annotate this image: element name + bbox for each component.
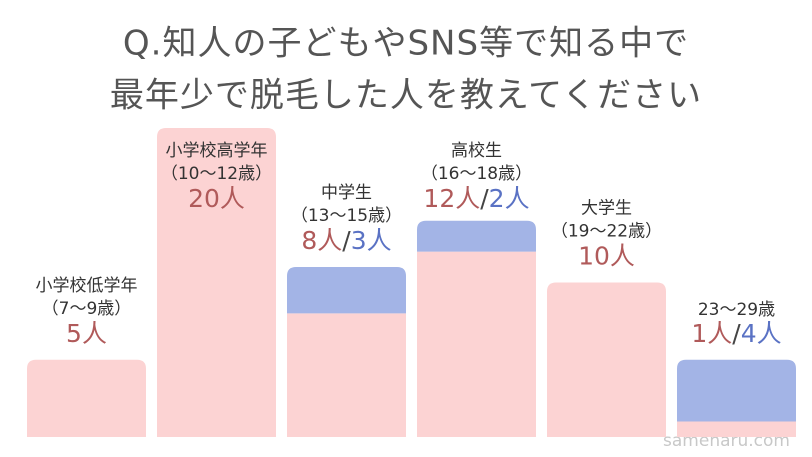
category-note: （13〜15歳） <box>291 206 402 226</box>
chart-title: 最年少で脱毛した人を教えてください <box>110 76 702 116</box>
bar-segment <box>287 313 406 437</box>
bar-segment <box>27 359 146 437</box>
category-label: 23〜29歳 <box>698 300 775 320</box>
value-label: 12人 <box>423 184 480 213</box>
category-note: （10〜12歳） <box>161 164 272 184</box>
bar-segment <box>417 220 536 252</box>
chart-title: Q.知人の子どもやSNS等で知る中で <box>123 24 689 64</box>
category-label: 高校生 <box>451 141 502 161</box>
category-note: （16〜18歳） <box>421 164 532 184</box>
separator: / <box>732 319 741 348</box>
value-label: 20人 <box>188 184 245 213</box>
bar-segment <box>677 359 796 422</box>
value-label: 12人/2人 <box>423 184 529 213</box>
value-label: 8人 <box>301 226 342 255</box>
value-label: 2人 <box>489 184 530 213</box>
value-label: 5人 <box>66 319 107 348</box>
value-label: 10人 <box>578 242 635 271</box>
bar-segment <box>677 421 796 437</box>
value-label: 8人/3人 <box>301 226 391 255</box>
value-label: 3人 <box>351 226 392 255</box>
value-label: 5人 <box>66 319 107 348</box>
bar-segment <box>417 251 536 437</box>
value-label: 20人 <box>188 184 245 213</box>
value-label: 10人 <box>578 242 635 271</box>
bar-segment <box>547 282 666 437</box>
category-label: 小学校高学年 <box>166 141 268 161</box>
category-label: 中学生 <box>321 183 372 203</box>
category-note: （19〜22歳） <box>551 222 662 242</box>
category-label: 大学生 <box>581 199 632 219</box>
category-label: 小学校低学年 <box>36 276 138 296</box>
value-label: 1人/4人 <box>691 319 781 348</box>
separator: / <box>480 184 489 213</box>
value-label: 4人 <box>741 319 782 348</box>
bar-segment <box>157 128 276 437</box>
category-note: （7〜9歳） <box>42 299 132 319</box>
bar-segment <box>287 267 406 314</box>
separator: / <box>342 226 351 255</box>
value-label: 1人 <box>691 319 732 348</box>
